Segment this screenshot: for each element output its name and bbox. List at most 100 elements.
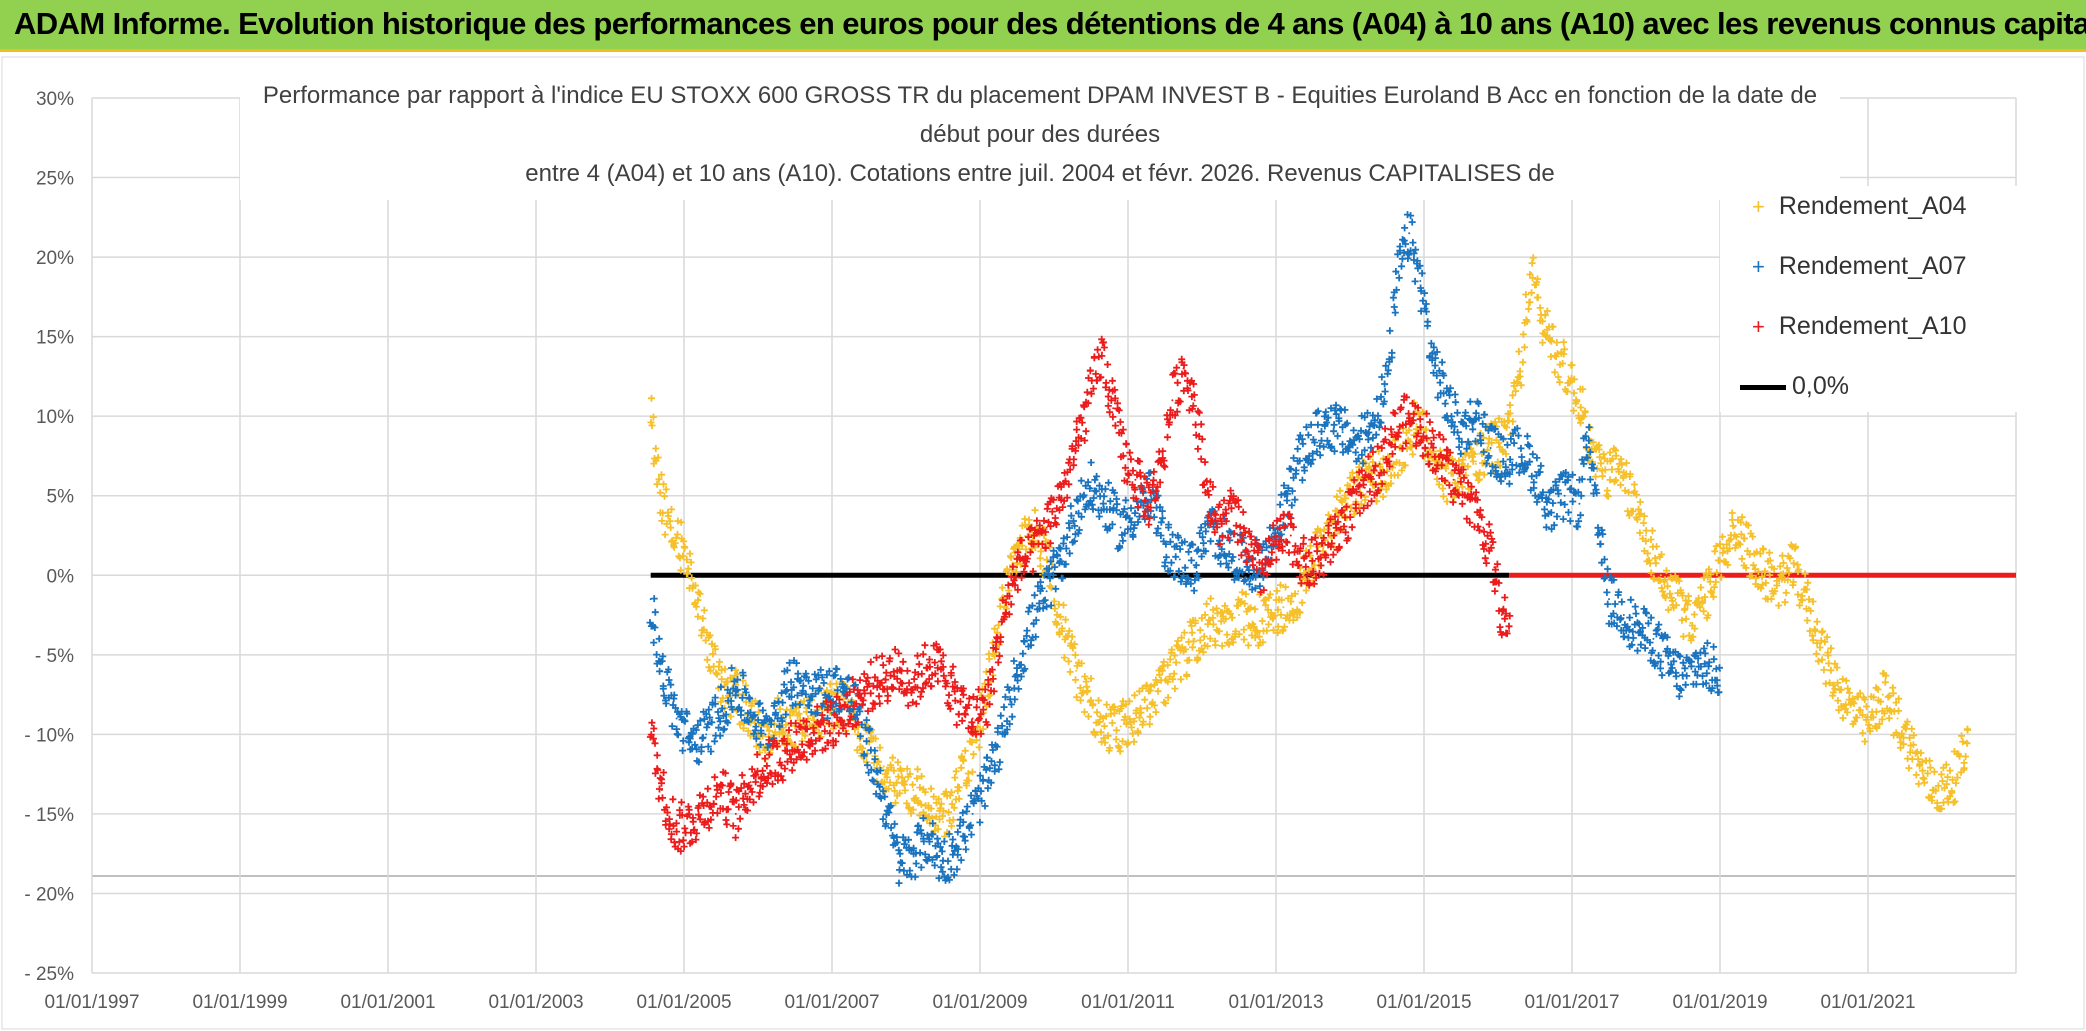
data-point [675, 717, 678, 720]
series-markers [646, 211, 1723, 887]
data-point [1696, 661, 1699, 664]
data-point [1423, 431, 1425, 434]
data-point [1941, 789, 1943, 791]
legend-a10-label: Rendement_A10 [1778, 312, 1967, 340]
chart-title-line-1: Performance par rapport à l'indice EU ST… [262, 82, 1818, 109]
y-tick-label: 30% [36, 89, 74, 110]
data-point [1674, 598, 1677, 601]
chart-legend: + Rendement_A04 + Rendement_A07 + Rendement… [1720, 186, 2020, 412]
y-tick-label: 10% [36, 407, 74, 428]
data-point [1926, 781, 1929, 784]
data-point [1238, 558, 1240, 561]
series-Rendement_A04 [647, 254, 1972, 840]
data-point [1519, 447, 1522, 449]
data-point [1178, 558, 1181, 561]
x-tick-label: 01/01/2001 [340, 992, 435, 1013]
data-point [1001, 622, 1004, 624]
data-point [868, 685, 870, 688]
data-point [1955, 773, 1958, 776]
data-point [660, 669, 663, 672]
data-point [708, 653, 711, 656]
data-point [734, 812, 737, 815]
data-point [882, 765, 885, 768]
data-point [1460, 431, 1462, 434]
data-point [1090, 486, 1092, 489]
data-point [1134, 510, 1137, 513]
chart-title-box [240, 78, 1840, 200]
data-point [1001, 733, 1004, 736]
y-tick-label: 0% [47, 566, 75, 587]
data-point [1016, 566, 1018, 569]
data-point [720, 709, 722, 712]
legend-item-zero: 0,0% [1740, 372, 1849, 401]
data-point [823, 725, 826, 728]
legend-a04-plus-icon: + [1752, 194, 1765, 219]
y-tick-label: 20% [36, 248, 74, 269]
data-point [649, 733, 652, 736]
data-point [1123, 455, 1126, 457]
data-point [1689, 622, 1692, 624]
data-point [1837, 685, 1840, 688]
data-point [1164, 542, 1166, 545]
data-point [1966, 741, 1969, 744]
data-point [1482, 526, 1485, 529]
data-point [1045, 526, 1048, 529]
data-point [1807, 606, 1810, 609]
data-point [1134, 717, 1137, 720]
data-point [882, 677, 885, 680]
data-point [1223, 622, 1226, 624]
data-point [1134, 478, 1137, 481]
x-tick-label: 01/01/2021 [1820, 992, 1915, 1013]
data-point [1645, 534, 1647, 537]
data-point [1356, 447, 1359, 449]
data-point [1260, 574, 1263, 577]
data-point [1578, 399, 1581, 402]
data-point [1267, 614, 1270, 616]
data-point [942, 860, 944, 863]
data-point [942, 669, 944, 672]
data-point [1090, 701, 1092, 704]
data-point [808, 685, 811, 688]
data-point [1896, 717, 1899, 720]
data-point [882, 797, 885, 799]
data-point [1030, 550, 1033, 553]
data-point [1578, 502, 1581, 505]
data-point [1748, 550, 1751, 553]
data-point [912, 852, 915, 855]
data-point [971, 717, 974, 720]
data-point [705, 805, 708, 807]
data-point [764, 765, 767, 768]
data-point [838, 717, 841, 720]
data-point [1275, 542, 1277, 545]
data-point [1534, 470, 1536, 473]
data-point [1289, 534, 1292, 537]
data-point [1230, 510, 1233, 513]
data-point [1452, 478, 1455, 481]
data-point [1334, 534, 1337, 537]
data-point [1149, 502, 1152, 505]
data-point [1045, 558, 1048, 561]
data-point [1567, 375, 1570, 378]
data-point [1397, 272, 1400, 274]
x-axis: 01/01/1997 01/01/1999 01/01/2001 01/01/2003… [44, 992, 1915, 1013]
data-point [956, 789, 959, 791]
data-point [1060, 622, 1063, 624]
data-point [1045, 590, 1048, 593]
data-point [779, 757, 782, 760]
data-point [1341, 431, 1344, 434]
data-point [649, 598, 652, 601]
data-point [1001, 606, 1004, 609]
series-layer [646, 211, 1972, 887]
data-point [1548, 510, 1551, 513]
data-point [794, 741, 796, 744]
data-point [1659, 574, 1662, 577]
data-point [1149, 701, 1152, 704]
data-point [794, 677, 796, 680]
legend-a10-plus-icon: + [1752, 314, 1765, 339]
banner-title: ADAM Informe. Evolution historique des p… [14, 6, 2086, 41]
data-point [675, 828, 678, 831]
data-point [1600, 470, 1603, 473]
data-point [1252, 622, 1255, 624]
data-point [1415, 423, 1418, 426]
data-point [1504, 462, 1507, 465]
